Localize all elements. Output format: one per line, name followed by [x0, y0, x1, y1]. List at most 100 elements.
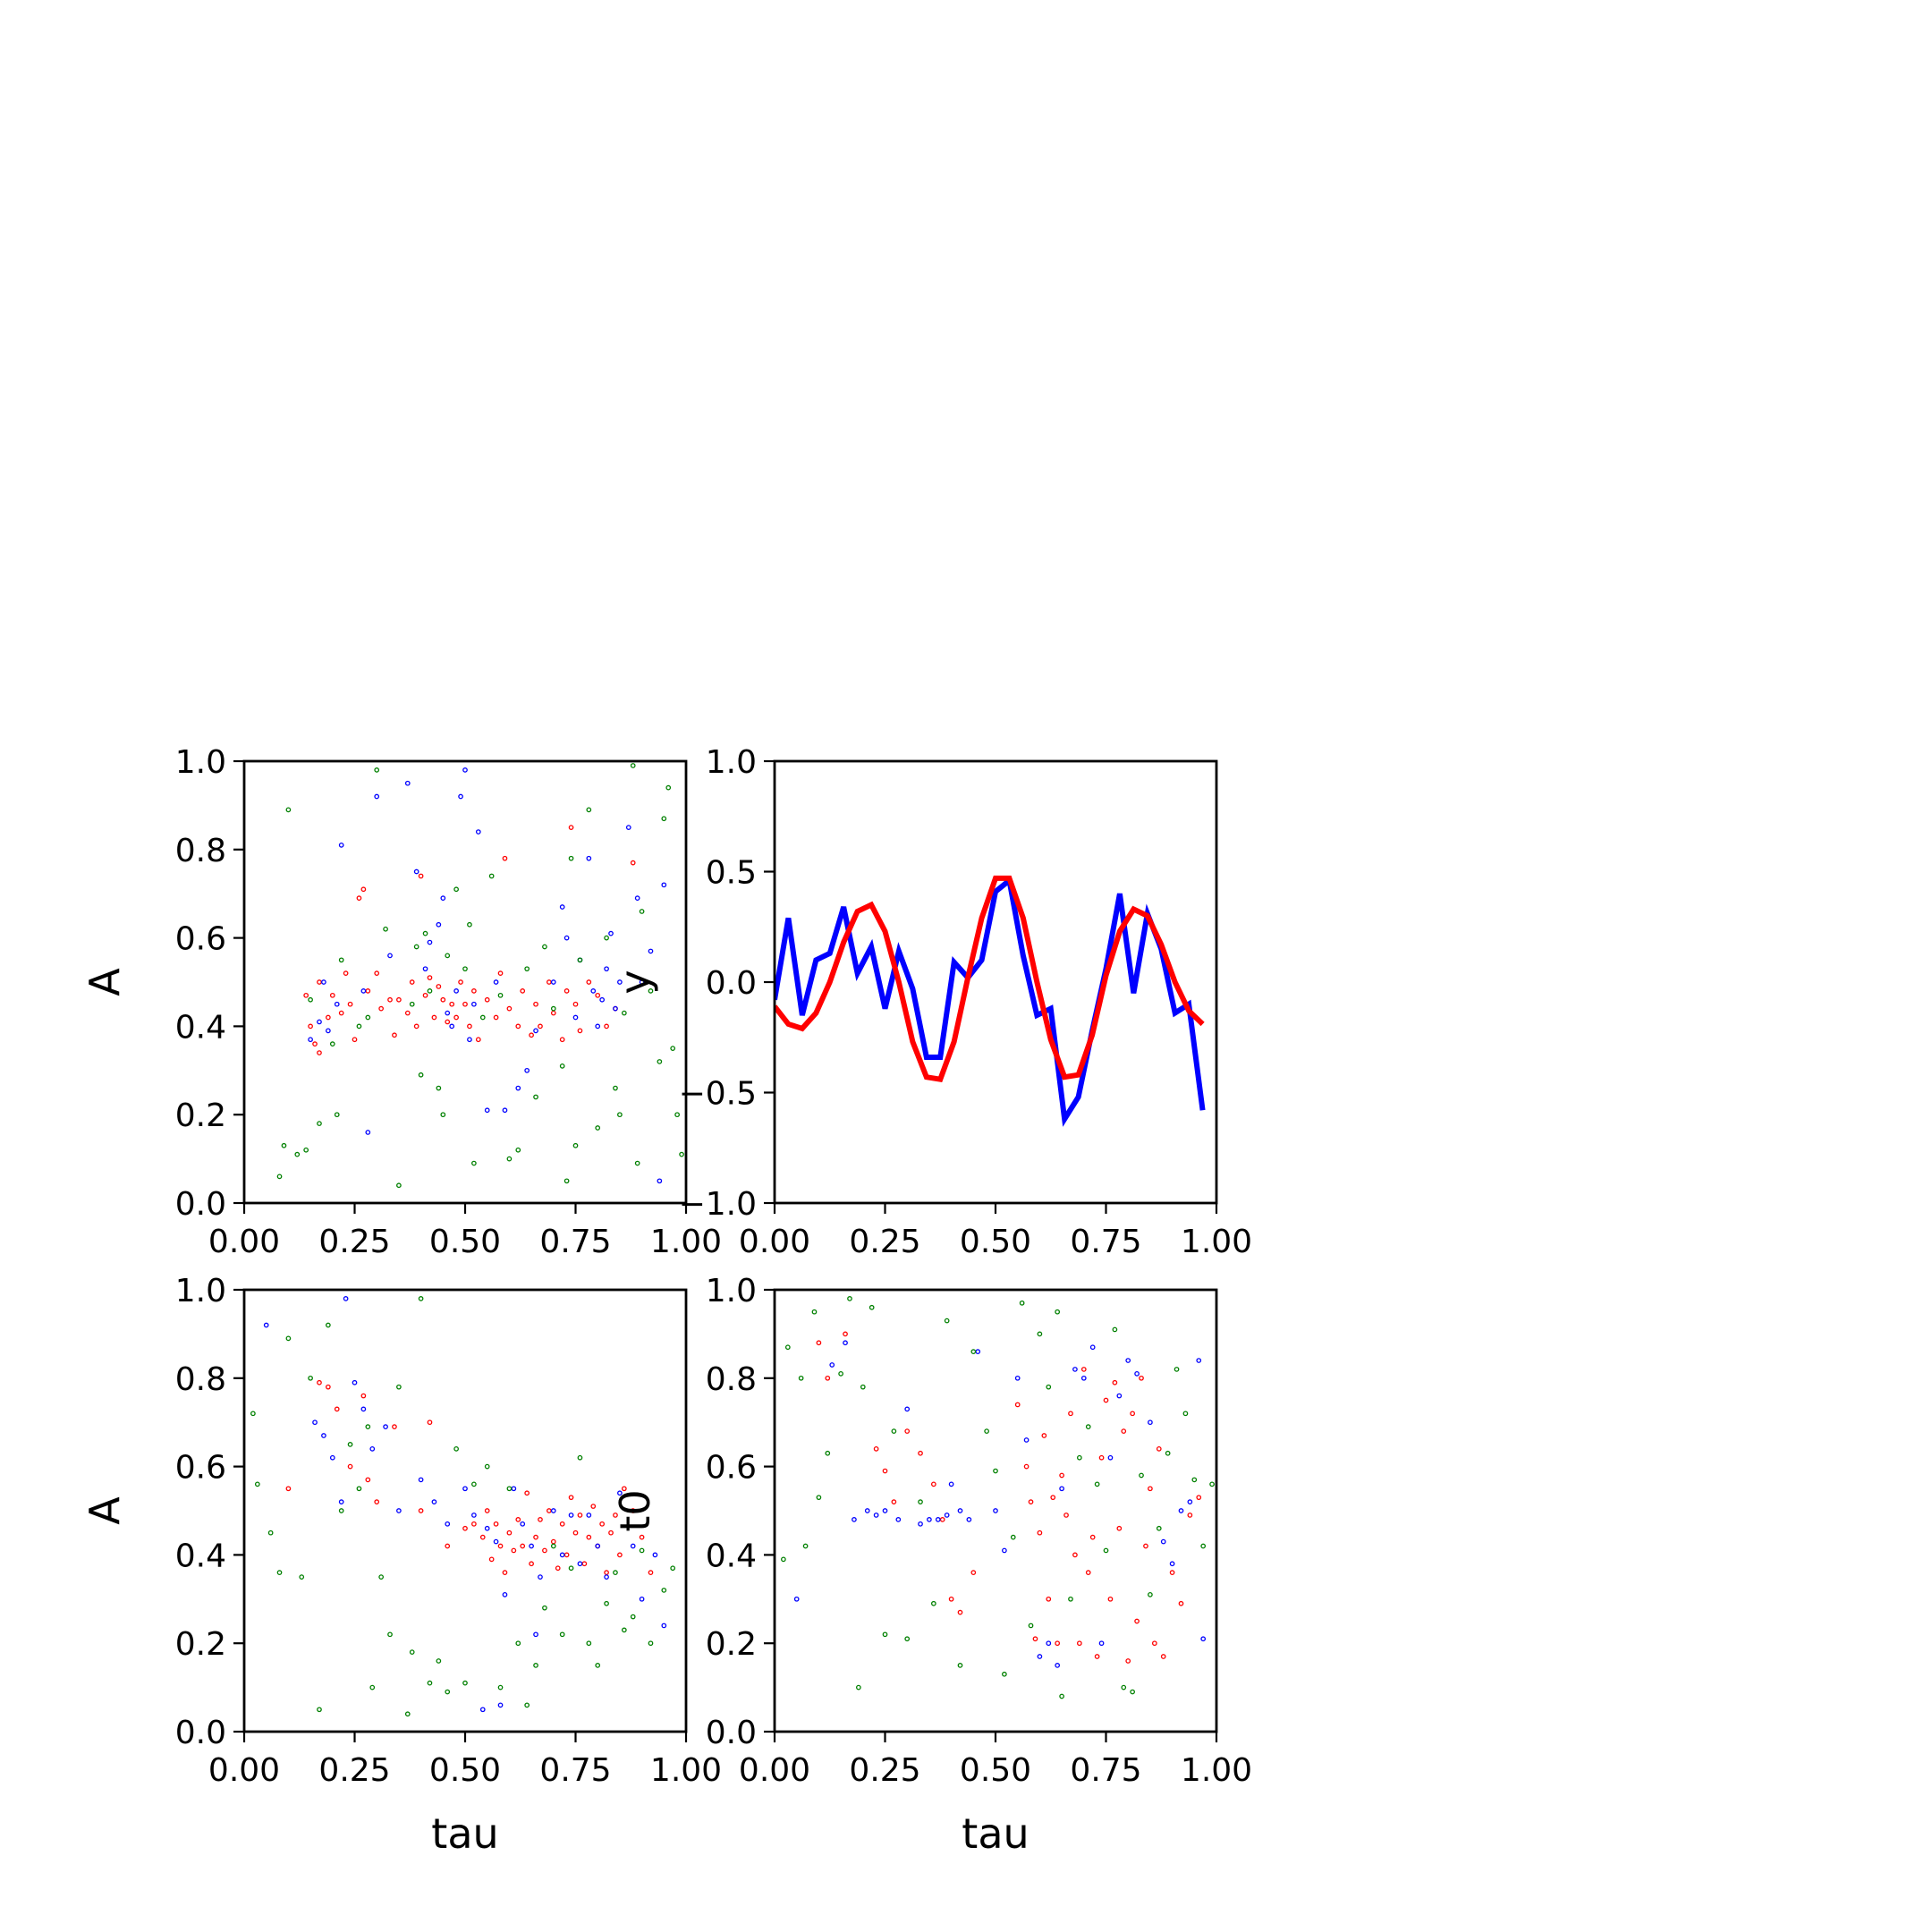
scatter-point [661, 1623, 667, 1629]
scatter-point [1148, 1486, 1153, 1492]
x-tick-label: 1.00 [1181, 1752, 1252, 1789]
scatter-point [524, 1067, 530, 1073]
scatter-point [577, 957, 583, 963]
scatter-point [422, 992, 428, 998]
scatter-point [957, 1609, 963, 1615]
scatter-point [321, 979, 326, 985]
scatter-point [493, 1014, 499, 1021]
scatter-point [467, 1037, 472, 1043]
scatter-point [1085, 1570, 1091, 1576]
scatter-point [378, 1574, 384, 1580]
scatter-point [533, 1028, 538, 1034]
scatter-point [1121, 1428, 1127, 1434]
scatter-point [462, 966, 468, 972]
scatter-point [515, 1640, 521, 1647]
scatter-point [520, 1521, 526, 1527]
scatter-point [453, 1445, 459, 1452]
scatter-point [784, 1344, 791, 1351]
scatter-point [1077, 1640, 1082, 1647]
scatter-point [604, 966, 609, 972]
scatter-point [630, 860, 636, 866]
scatter-point [1165, 1450, 1171, 1456]
scatter-point [471, 1481, 477, 1487]
scatter-point [524, 1702, 530, 1708]
scatter-point [440, 1112, 446, 1118]
scatter-point [356, 1023, 362, 1030]
scatter-point [479, 1707, 486, 1713]
scatter-point [816, 1495, 822, 1501]
scatter-point [360, 1406, 367, 1412]
scatter-point [559, 1037, 565, 1043]
x-axis-label: tau [431, 1809, 498, 1858]
y-tick-label: 0.6 [706, 1450, 757, 1487]
scatter-point [550, 1538, 556, 1545]
scatter-point [930, 1481, 936, 1487]
scatter-point [1130, 1689, 1135, 1695]
scatter-point [630, 1543, 636, 1549]
scatter-point [484, 1463, 490, 1470]
scatter-point [506, 1005, 513, 1012]
scatter-point [559, 1552, 565, 1558]
scatter-point [811, 1309, 818, 1315]
scatter-point [365, 1130, 371, 1135]
scatter-point [1055, 1640, 1061, 1647]
scatter-point [347, 1442, 353, 1447]
scatter-point [572, 1001, 579, 1007]
scatter-point [604, 1023, 609, 1030]
scatter-point [802, 1543, 809, 1549]
scatter-point [599, 996, 605, 1003]
scatter-point [630, 1614, 636, 1620]
scatter-point [970, 1570, 977, 1576]
scatter-point [621, 1627, 627, 1633]
x-tick-label: 0.00 [739, 1224, 810, 1260]
scatter-point [422, 966, 428, 972]
y-tick-label: 0.8 [175, 1361, 226, 1398]
scatter-point [1187, 1499, 1193, 1504]
scatter-point [418, 1072, 424, 1078]
scatter-point [334, 1001, 340, 1007]
scatter-point [882, 1631, 888, 1638]
scatter-point [396, 996, 402, 1003]
scatter-point [648, 988, 654, 994]
scatter-point [1050, 1495, 1056, 1501]
scatter-point [1151, 1640, 1157, 1647]
scatter-point [356, 895, 362, 901]
subplot-top-right: 0.00 0.25 0.50 0.75 1.00−1.0−0.50.00.51.0y [611, 744, 1252, 1260]
scatter-point [648, 1570, 654, 1576]
scatter-point [586, 1534, 592, 1540]
scatter-point [586, 1513, 592, 1518]
scatter-point [661, 816, 667, 822]
scatter-point [1116, 1393, 1123, 1399]
plot-area [781, 1296, 1215, 1699]
scatter-point [317, 1379, 322, 1385]
scatter-point [267, 1530, 274, 1536]
scatter-point [1125, 1658, 1131, 1664]
scatter-point [352, 1379, 358, 1385]
scatter-point [343, 970, 349, 976]
scatter-point [1059, 1486, 1064, 1492]
scatter-point [329, 992, 335, 998]
scatter-point [299, 1574, 305, 1580]
scatter-point [542, 944, 547, 950]
scatter-point [404, 1711, 411, 1717]
x-axis-label: tau [962, 1809, 1029, 1858]
x-tick-label: 0.00 [208, 1752, 280, 1789]
scatter-point [524, 966, 530, 972]
subplot-top-left: 0.00 0.25 0.50 0.75 1.00 0.0 0.2 0.4 0.6 0.8 1.0 A [80, 744, 722, 1260]
scatter-point [617, 1490, 623, 1496]
scatter-point [488, 1556, 495, 1563]
scatter-point [604, 935, 609, 941]
y-tick-label: 0.6 [175, 921, 226, 958]
series-1 [793, 1340, 1207, 1668]
scatter-point [418, 1477, 424, 1483]
scatter-point [904, 1636, 911, 1642]
scatter-point [860, 1384, 866, 1390]
scatter-point [396, 1508, 402, 1513]
scatter-point [462, 1525, 468, 1531]
scatter-point [852, 1517, 857, 1522]
y-tick-label: 0.4 [706, 1538, 757, 1574]
scatter-point [413, 944, 419, 950]
scatter-point [1178, 1600, 1184, 1606]
scatter-point [462, 1001, 468, 1007]
scatter-point [365, 1424, 371, 1429]
